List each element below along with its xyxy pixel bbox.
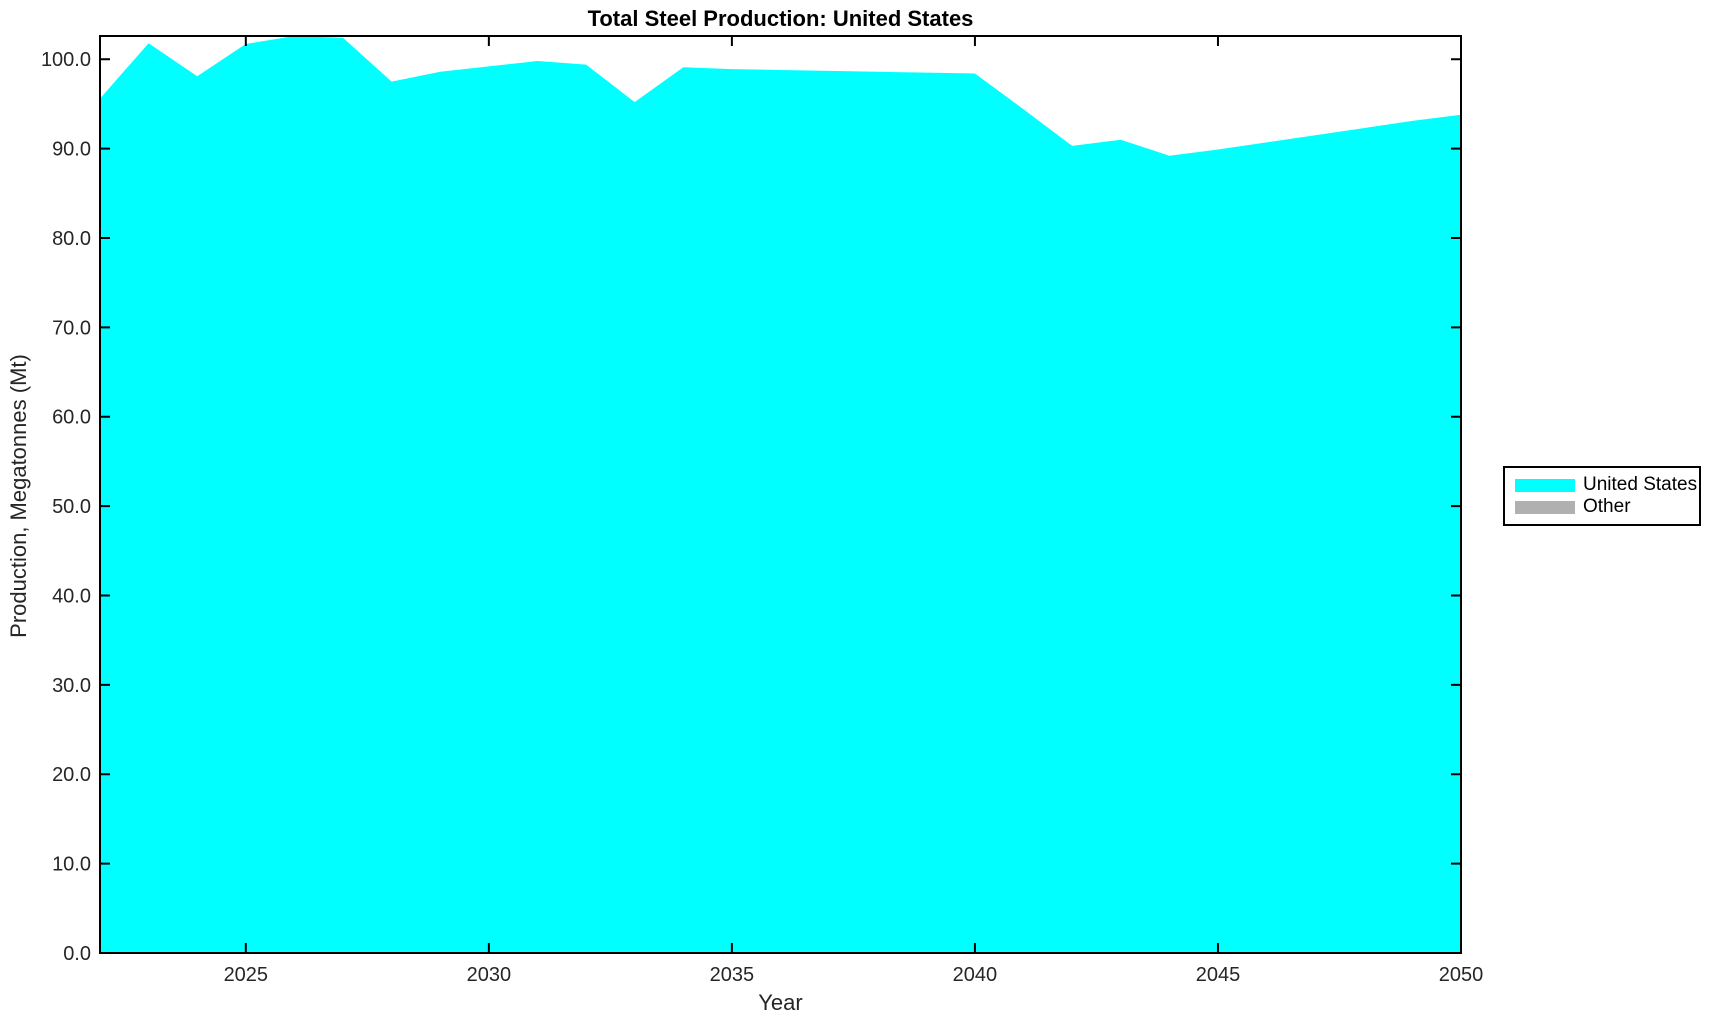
- y-tick-label: 10.0: [52, 854, 91, 876]
- y-axis-label: Production, Megatonnes (Mt): [6, 354, 31, 638]
- y-tick-label: 80.0: [52, 228, 91, 250]
- legend-label: United States: [1583, 474, 1698, 495]
- legend-label: Other: [1583, 496, 1631, 517]
- x-tick-label: 2030: [467, 964, 512, 986]
- y-tick-label: 70.0: [52, 317, 91, 339]
- chart-title: Total Steel Production: United States: [587, 6, 974, 31]
- y-tick-label: 60.0: [52, 407, 91, 429]
- x-tick-label: 2045: [1196, 964, 1241, 986]
- y-tick-label: 0.0: [63, 943, 91, 965]
- y-tick-label: 20.0: [52, 764, 91, 786]
- x-tick-label: 2050: [1439, 964, 1484, 986]
- y-tick-label: 50.0: [52, 496, 91, 518]
- x-tick-label: 2025: [224, 964, 269, 986]
- x-axis-label: Year: [758, 990, 803, 1015]
- legend: United States Other: [1503, 466, 1701, 526]
- x-tick-label: 2035: [710, 964, 755, 986]
- legend-swatch: [1515, 500, 1575, 514]
- axes-box: [99, 35, 1462, 954]
- area-series-united-states: [100, 36, 1461, 953]
- legend-entry-other: Other: [1515, 496, 1691, 518]
- legend-entry-united-states: United States: [1515, 474, 1697, 496]
- legend-swatch: [1515, 478, 1575, 492]
- y-tick-label: 30.0: [52, 675, 91, 697]
- x-tick-label: 2040: [953, 964, 998, 986]
- y-tick-label: 100.0: [41, 49, 91, 71]
- y-tick-label: 90.0: [52, 139, 91, 161]
- y-tick-label: 40.0: [52, 585, 91, 607]
